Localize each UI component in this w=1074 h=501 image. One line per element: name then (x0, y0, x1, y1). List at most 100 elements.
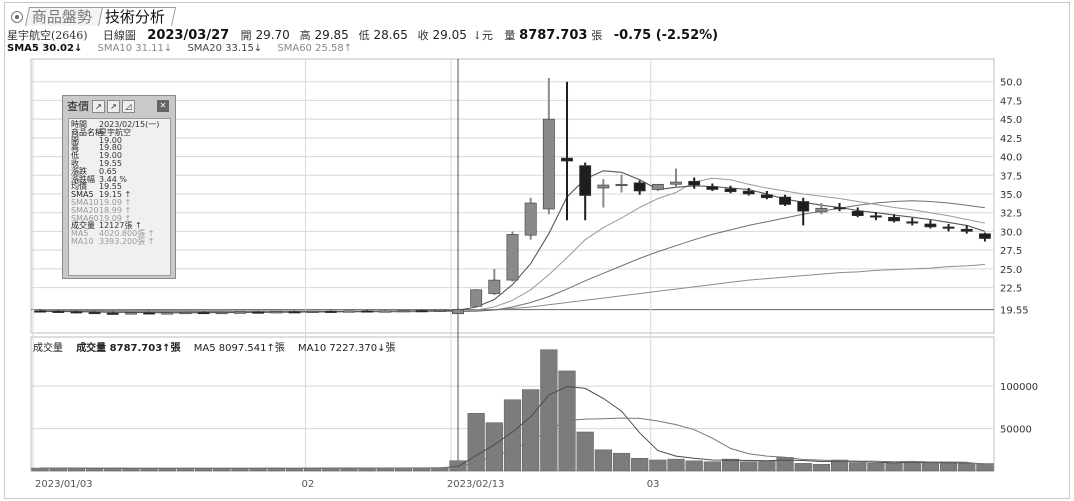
volume-bar (921, 462, 940, 472)
volume-value: 8787.703 (519, 28, 588, 43)
volume-current: 成交量 8787.703↑張 (76, 343, 181, 354)
sma60-line (40, 264, 985, 312)
volume-layer (31, 349, 994, 472)
quote-row-value: 2023/02/15(一) (99, 120, 160, 129)
volume-bar (594, 449, 612, 472)
volume-bar (122, 468, 140, 472)
candle-body (888, 216, 900, 222)
quote-row-label: 商品名稱 (71, 127, 103, 137)
chart-canvas[interactable]: 50.0 47.5 45.0 42.5 40.0 37.5 35.0 32.5 30.0 27.5… (5, 3, 1071, 500)
candle-body (670, 181, 682, 185)
chart-icon[interactable]: ↗ (92, 99, 105, 113)
sma20-line (40, 200, 985, 313)
quote-row-label: MA10 (71, 236, 94, 246)
quote-row-value: 星宇航空 (99, 127, 131, 137)
ma-legend: SMA5 30.02↓ SMA10 31.11↓ SMA20 33.15↓ SM… (7, 43, 364, 54)
open-value: 29.70 (255, 28, 290, 42)
quote-popup-header[interactable]: 查價 ↗ ↗ ◿ ✕ (63, 96, 175, 116)
volume-bar (449, 460, 467, 472)
candle-body (343, 310, 355, 313)
quote-row: 漲跌幅 3.44 % (71, 174, 168, 184)
candle-body (688, 180, 701, 186)
volume-bar (976, 463, 994, 472)
close-value: 29.05 (432, 28, 467, 42)
candle-body (833, 207, 846, 210)
quote-popup[interactable]: 查價 ↗ ↗ ◿ ✕ 時間 2023/02/15(一) 商品名稱 星宇航空開 19.00… (62, 95, 176, 279)
period-label: 日線圖 (102, 29, 136, 42)
high-value: 29.85 (314, 28, 349, 42)
volume-bar (612, 452, 631, 472)
quote-row: SMA10 19.09 ↑ (71, 199, 168, 207)
price-tick-label: 27.5 (1000, 246, 1022, 257)
quote-row: SMA20 18.99 ↑ (71, 206, 168, 215)
volume-legend: 成交量 成交量 8787.703↑張 MA5 8097.541↑張 MA10 7… (33, 339, 406, 354)
volume-bar (758, 460, 776, 472)
candle-body (797, 201, 810, 212)
candle-body (542, 118, 555, 210)
candle-body (851, 210, 864, 217)
quote-row-value: 19.00 (99, 135, 122, 145)
moving-average-layer (40, 170, 986, 314)
candle-body (742, 190, 755, 195)
low-label: 低 (358, 29, 370, 42)
candle-body (488, 279, 501, 294)
volume-bar (576, 431, 594, 472)
quote-row-value: 12127張 ↑ (99, 221, 142, 231)
candle-body (215, 311, 228, 315)
quote-row-value: 3.44 % (99, 174, 127, 184)
quote-popup-body: 時間 2023/02/15(一) 商品名稱 星宇航空開 19.00 高 19.80 低 19.0… (68, 118, 171, 276)
price-pane-border (30, 58, 995, 334)
quote-row: 低 19.00 (71, 152, 168, 160)
candle-body (597, 184, 610, 189)
quote-row: SMA60 19.09 ↑ (71, 213, 168, 223)
price-tick-label: 35.0 (1000, 190, 1022, 201)
low-value: 28.65 (373, 28, 408, 42)
radio-icon[interactable] (11, 11, 23, 23)
quote-row-value: 19.55 (99, 182, 122, 192)
quote-info-bar: 星宇航空(2646) 日線圖 2023/03/27 開 29.70 高 29.8… (7, 27, 718, 43)
candle-body (252, 311, 265, 314)
quote-row: MA5 4020.800張 ↑ (71, 230, 168, 238)
candle-body (397, 310, 410, 313)
volume-bar (703, 461, 721, 472)
volume-bar (867, 463, 885, 472)
volume-bar (31, 467, 49, 472)
candle-body (470, 289, 483, 307)
price-tick-label: 47.5 (1000, 96, 1022, 107)
candle-body (88, 311, 101, 315)
candle-body (433, 309, 446, 312)
candle-body (143, 312, 156, 315)
close-label: 收 (417, 29, 429, 42)
quote-row: SMA5 19.15 ↑ (71, 191, 168, 199)
volume-ma10-line (40, 417, 985, 469)
volume-bar (685, 460, 703, 472)
quote-row-label: 開 (71, 135, 79, 145)
price-change: -0.75 (-2.52%) (613, 28, 719, 43)
price-tick-label: 50.0 (1000, 78, 1022, 89)
candle-body (633, 182, 646, 192)
quote-row: 時間 2023/02/15(一) (71, 121, 168, 129)
stock-name: 星宇航空(2646) (7, 29, 88, 42)
candle-body (379, 310, 392, 313)
close-icon[interactable]: ✕ (157, 100, 169, 112)
candle-body (70, 311, 83, 314)
quote-row-value: 0.65 (99, 166, 117, 176)
chart-area-icon[interactable]: ◿ (122, 99, 135, 113)
volume-label: 量 (504, 29, 516, 42)
chart-up-icon[interactable]: ↗ (107, 99, 120, 113)
quote-row: 漲跌 0.65 (71, 166, 168, 176)
axis-layer: 50.0 47.5 45.0 42.5 40.0 37.5 35.0 32.5 30.0 27.5… (35, 78, 1038, 490)
volume-ma5: MA5 8097.541↑張 (193, 343, 285, 354)
time-tick-label: 02 (302, 479, 315, 490)
quote-row: 成交量 12127張 ↑ (71, 222, 168, 230)
quote-row-label: SMA5 (71, 190, 94, 200)
volume-ma10: MA10 7227.370↓張 (298, 343, 396, 354)
volume-bar (467, 413, 485, 472)
time-tick-label: 03 (647, 479, 660, 490)
quote-row-label: 漲跌 (71, 166, 87, 176)
quote-row-value: 19.80 (99, 143, 122, 153)
quote-row-label: SMA60 (71, 213, 99, 223)
candle-body (106, 312, 119, 315)
candle-body (615, 183, 628, 187)
candle-body (760, 194, 773, 199)
